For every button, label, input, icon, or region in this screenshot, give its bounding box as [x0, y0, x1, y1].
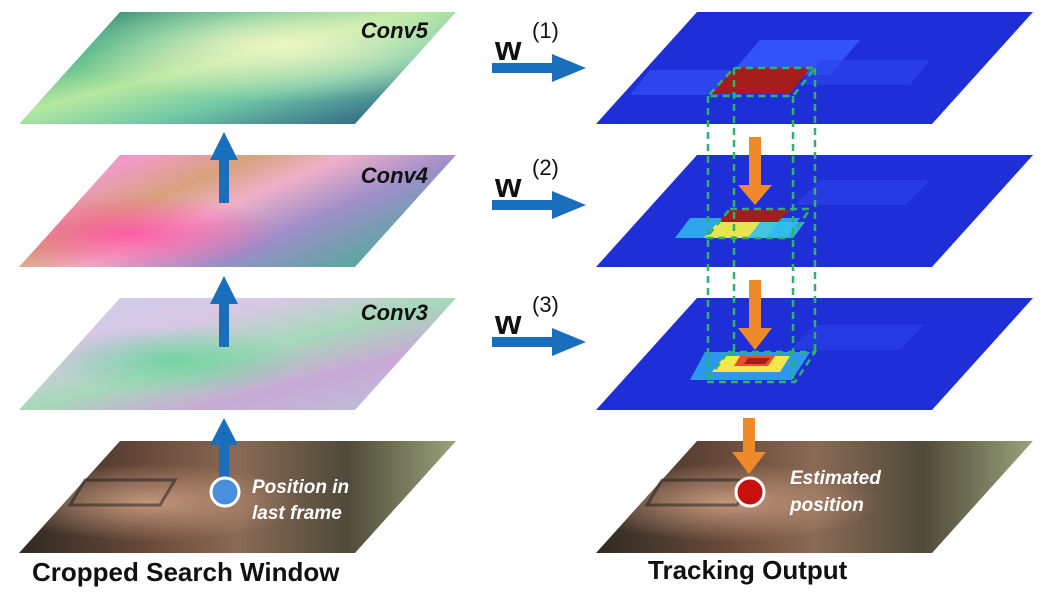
- input-position-marker: [209, 476, 241, 508]
- weight-1-symbol: w: [494, 30, 522, 68]
- response-map-1: [596, 12, 1033, 124]
- conv4-layer: Conv4: [19, 155, 456, 267]
- left-caption: Cropped Search Window: [32, 557, 340, 587]
- weight-arrows: w (1) w (2) w (3): [492, 18, 586, 356]
- conv5-label: Conv5: [361, 18, 429, 43]
- right-arrow-icon: [492, 63, 554, 73]
- weight-2: w (2): [492, 155, 586, 219]
- right-arrow-icon: [552, 191, 586, 219]
- right-column: Estimated position: [596, 12, 1033, 553]
- right-arrow-icon: [492, 200, 554, 210]
- input-annotation-line2: last frame: [252, 503, 342, 524]
- weight-3-superscript: (3): [532, 292, 559, 317]
- up-arrow-icon: [210, 132, 238, 203]
- feature-flow-arrows: [210, 132, 238, 482]
- down-arrow-icon: [738, 137, 772, 205]
- weight-2-symbol: w: [494, 167, 522, 205]
- output-annotation-line2: position: [789, 495, 864, 516]
- response-map-2: [596, 155, 1033, 267]
- weight-1: w (1): [492, 18, 586, 82]
- peak-cell-3: [744, 358, 770, 364]
- right-arrow-icon: [552, 328, 586, 356]
- down-arrow-icon: [738, 280, 772, 350]
- weight-3: w (3): [492, 292, 586, 356]
- input-annotation-line1: Position in: [252, 477, 349, 498]
- right-arrow-icon: [552, 54, 586, 82]
- conv3-layer: Conv3: [19, 298, 456, 410]
- conv3-label: Conv3: [361, 300, 428, 325]
- peak-cell-2: [718, 210, 790, 222]
- output-frame: [596, 441, 1033, 553]
- conv5-layer: Conv5: [19, 12, 456, 124]
- weight-3-symbol: w: [494, 304, 522, 342]
- peak-cell-1: [712, 68, 810, 94]
- right-arrow-icon: [492, 337, 554, 347]
- right-caption: Tracking Output: [648, 555, 848, 585]
- search-region-guides: [703, 66, 818, 384]
- left-column: Conv5 Conv4 Conv3: [19, 12, 456, 553]
- up-arrow-icon: [210, 418, 238, 482]
- conv4-label: Conv4: [361, 163, 428, 188]
- estimated-position-marker: [734, 476, 766, 508]
- weight-2-superscript: (2): [532, 155, 559, 180]
- weight-1-superscript: (1): [532, 18, 559, 43]
- up-arrow-icon: [210, 276, 238, 347]
- down-arrow-icon: [732, 418, 766, 474]
- refinement-arrows: [732, 137, 772, 474]
- output-annotation-line1: Estimated: [790, 468, 881, 489]
